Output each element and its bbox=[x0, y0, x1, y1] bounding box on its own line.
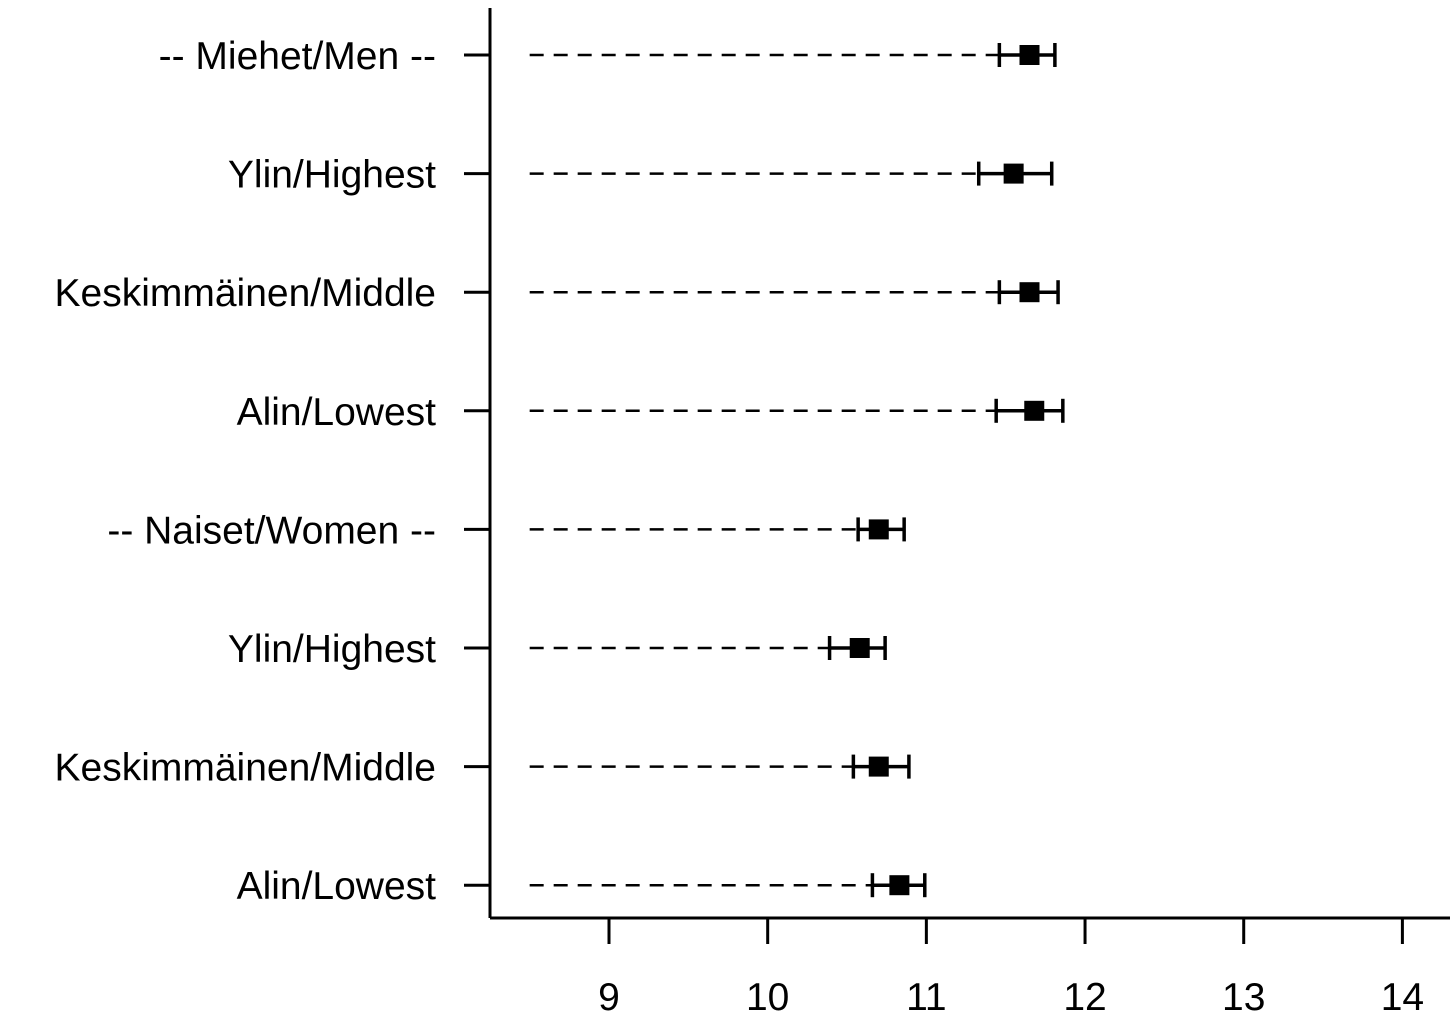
category-label: Keskimmäinen/Middle bbox=[55, 747, 437, 790]
category-label: Keskimmäinen/Middle bbox=[55, 272, 437, 315]
x-tick-label: 14 bbox=[1381, 976, 1424, 1016]
data-rows: -- Miehet/Men -- Ylin/Highest Keskimmäinen… bbox=[55, 35, 1065, 908]
x-tick-label: 11 bbox=[906, 976, 947, 1016]
category-label: -- Miehet/Men -- bbox=[159, 35, 436, 78]
point-marker bbox=[1019, 45, 1040, 65]
point-marker bbox=[1003, 163, 1024, 184]
data-row: -- Miehet/Men -- bbox=[159, 35, 1057, 78]
data-row: Keskimmäinen/Middle bbox=[55, 272, 1060, 315]
category-label: Ylin/Highest bbox=[228, 628, 436, 671]
axes bbox=[488, 8, 1450, 920]
point-marker bbox=[868, 756, 889, 777]
category-label: Alin/Lowest bbox=[237, 391, 437, 434]
x-tick-label: 9 bbox=[598, 976, 620, 1016]
x-tick-label: 12 bbox=[1063, 976, 1106, 1016]
x-tick-label: 13 bbox=[1222, 976, 1265, 1016]
category-label: -- Naiset/Women -- bbox=[107, 509, 436, 552]
x-tick-label: 10 bbox=[746, 976, 789, 1016]
point-marker bbox=[1024, 400, 1045, 421]
category-label: Ylin/Highest bbox=[228, 154, 436, 197]
point-marker bbox=[868, 519, 889, 540]
data-row: Ylin/Highest bbox=[228, 628, 887, 671]
data-row: Keskimmäinen/Middle bbox=[55, 747, 911, 790]
x-axis-ticks: 9 10 11 12 13 14 bbox=[598, 918, 1424, 1016]
data-row: Alin/Lowest bbox=[237, 391, 1065, 434]
data-row: Ylin/Highest bbox=[228, 154, 1054, 197]
data-row: Alin/Lowest bbox=[237, 865, 927, 908]
category-label: Alin/Lowest bbox=[237, 865, 437, 908]
point-marker bbox=[889, 875, 910, 896]
point-marker bbox=[849, 638, 870, 658]
point-marker bbox=[1019, 282, 1040, 303]
data-row: -- Naiset/Women -- bbox=[107, 509, 906, 552]
